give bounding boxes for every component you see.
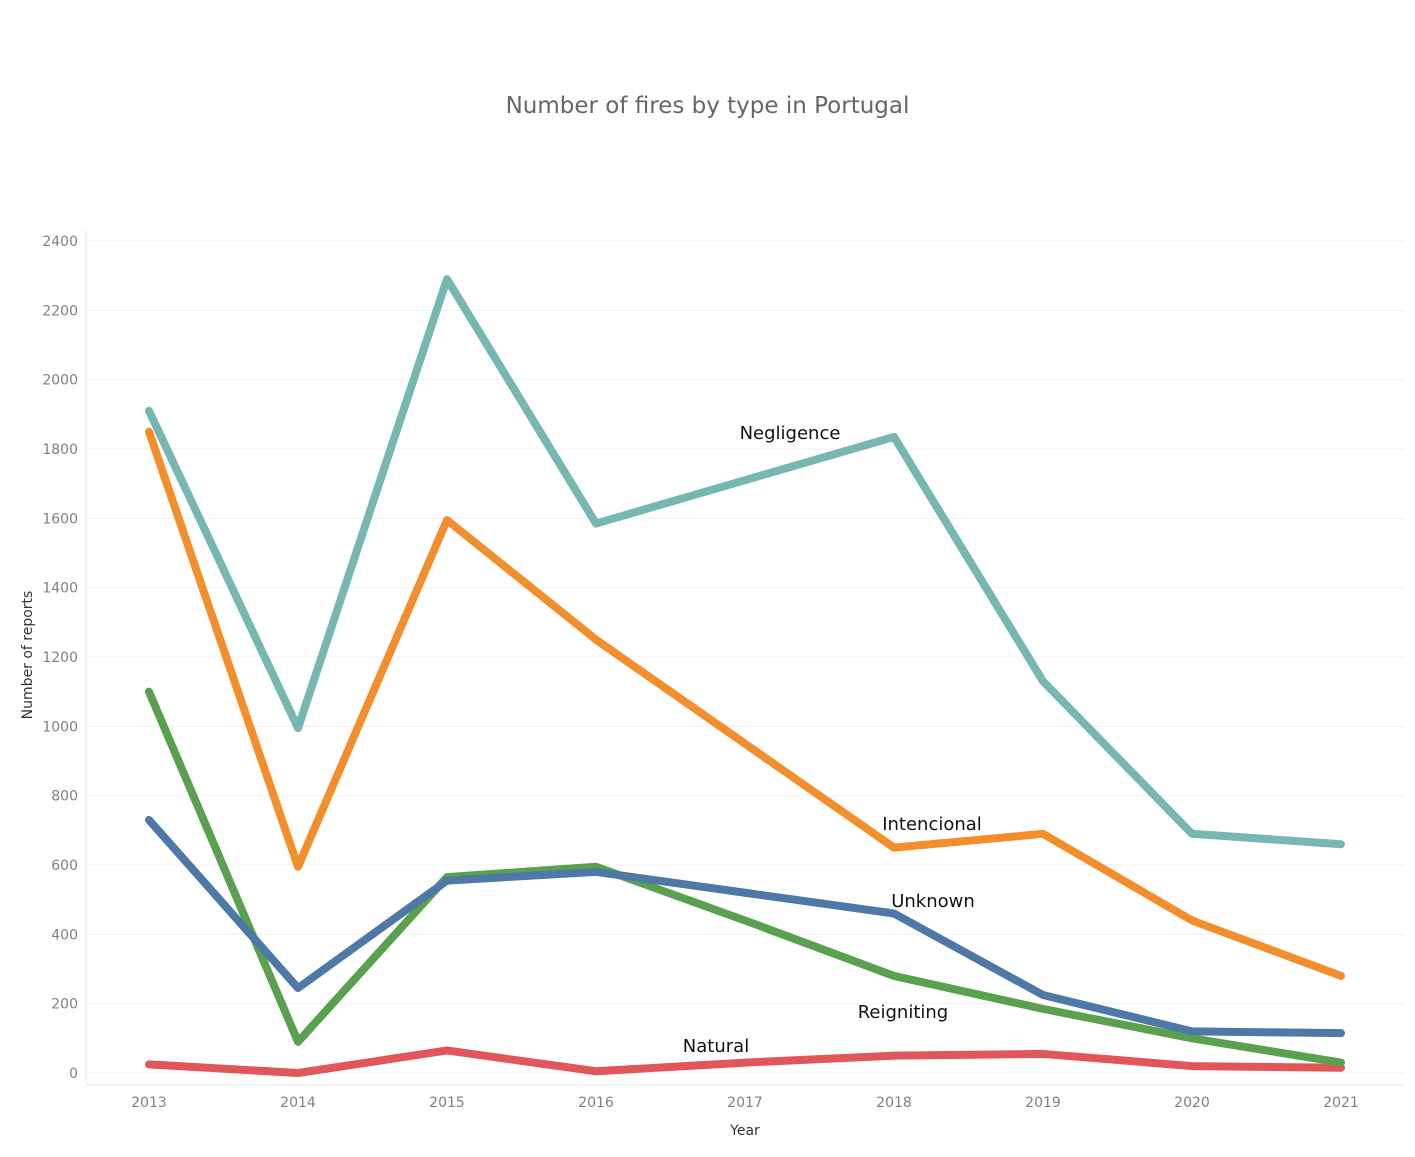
series-label-intencional: Intencional — [882, 814, 982, 835]
y-tick-label: 600 — [51, 858, 78, 874]
series-line-intencional — [145, 427, 1345, 980]
series-line-unknown — [145, 815, 1345, 1038]
y-tick-label: 2000 — [42, 373, 78, 389]
series-labels: Negligence Intencional Unknown Reigniting Na… — [683, 423, 982, 1057]
gridlines — [86, 240, 1405, 1086]
series-label-unknown: Unknown — [891, 891, 975, 912]
x-tick-label: 2014 — [280, 1095, 316, 1111]
y-axis-title: Number of reports — [20, 591, 36, 720]
series-label-negligence: Negligence — [740, 423, 841, 444]
series-line-natural — [145, 1046, 1345, 1077]
chart-title: Number of fires by type in Portugal — [505, 93, 910, 119]
y-tick-label: 0 — [69, 1066, 78, 1082]
series-lines — [145, 275, 1345, 1077]
x-tick-label: 2017 — [727, 1095, 763, 1111]
series-label-reigniting: Reigniting — [858, 1002, 949, 1023]
y-tick-label: 1200 — [42, 650, 78, 666]
x-tick-label: 2013 — [131, 1095, 167, 1111]
y-axis-ticks: 0 200 400 600 800 1000 1200 1400 1600 1800 2000 220… — [42, 234, 78, 1082]
y-tick-label: 2200 — [42, 303, 78, 319]
y-tick-label: 800 — [51, 789, 78, 805]
series-line-reigniting — [145, 687, 1345, 1067]
y-tick-label: 400 — [51, 927, 78, 943]
y-tick-label: 1000 — [42, 719, 78, 735]
x-tick-label: 2019 — [1025, 1095, 1061, 1111]
y-tick-label: 1400 — [42, 581, 78, 597]
x-axis-title: Year — [729, 1123, 760, 1139]
y-tick-label: 200 — [51, 997, 78, 1013]
series-label-natural: Natural — [683, 1036, 749, 1057]
x-axis-ticks: 2013 2014 2015 2016 2017 2018 2019 2020 2021 — [131, 1095, 1359, 1111]
series-line-negligence — [145, 275, 1345, 849]
x-tick-label: 2018 — [876, 1095, 912, 1111]
x-tick-label: 2016 — [578, 1095, 614, 1111]
x-tick-label: 2015 — [429, 1095, 465, 1111]
y-tick-label: 2400 — [42, 234, 78, 250]
x-tick-label: 2021 — [1323, 1095, 1359, 1111]
y-tick-label: 1600 — [42, 511, 78, 527]
y-tick-label: 1800 — [42, 442, 78, 458]
x-tick-label: 2020 — [1174, 1095, 1210, 1111]
